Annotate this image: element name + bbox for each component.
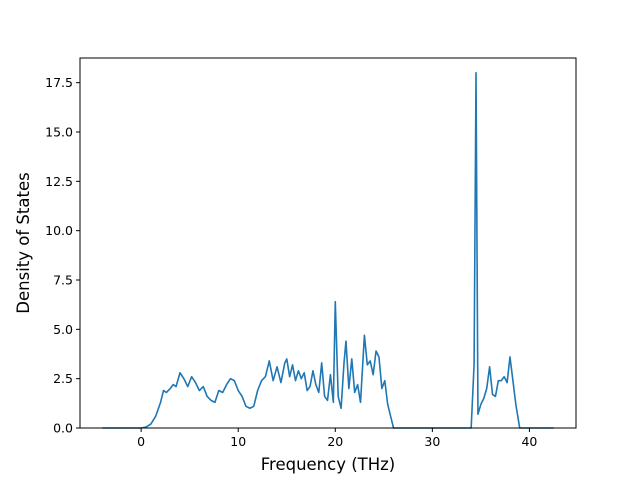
x-axis-ticks: 0 10 20 30 40 [137,428,537,449]
x-axis-label: Frequency (THz) [261,455,396,474]
y-tick-label: 10.0 [45,223,73,238]
y-tick-label: 7.5 [53,273,73,288]
x-tick-label: 10 [230,434,246,449]
plot-frame [79,57,577,429]
y-tick-label: 15.0 [45,125,73,140]
y-tick-label: 12.5 [45,174,73,189]
y-tick-label: 17.5 [45,75,73,90]
y-tick-label: 2.5 [53,371,73,386]
x-tick-label: 30 [424,434,440,449]
plot-layer [102,72,554,429]
x-tick-label: 0 [137,434,145,449]
y-axis-ticks: 0.0 2.5 5.0 7.5 10.0 12.5 15.0 17.5 [45,75,80,436]
dos-series-line-0 [102,72,554,429]
x-tick-label: 20 [327,434,343,449]
y-axis-label: Density of States [14,172,33,313]
y-tick-label: 0.0 [53,421,73,436]
y-tick-label: 5.0 [53,322,73,337]
x-tick-label: 40 [521,434,537,449]
